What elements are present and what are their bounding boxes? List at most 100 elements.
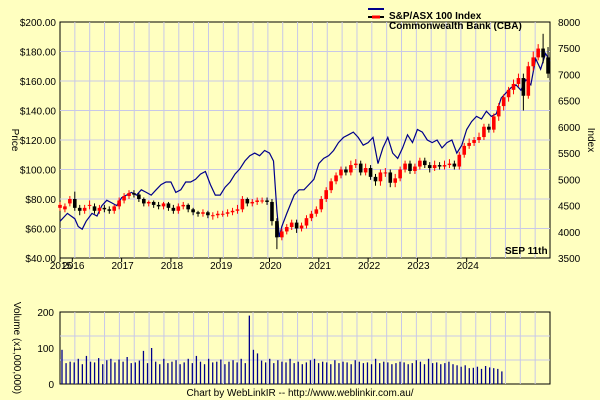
candle bbox=[383, 168, 388, 177]
candle bbox=[215, 210, 220, 219]
legend-cba-label: Commonwealth Bank (CBA) bbox=[389, 21, 522, 32]
candle bbox=[521, 73, 526, 111]
candle bbox=[265, 197, 269, 205]
candle bbox=[413, 163, 417, 174]
candle-body bbox=[339, 169, 343, 176]
candle bbox=[378, 169, 383, 186]
candle bbox=[171, 204, 176, 214]
candle bbox=[156, 201, 161, 210]
date-label: SEP 11th bbox=[505, 246, 548, 257]
candle bbox=[492, 113, 496, 133]
candle bbox=[437, 162, 442, 170]
candle bbox=[107, 206, 112, 214]
candle-body bbox=[467, 142, 471, 146]
candle bbox=[270, 199, 274, 226]
candle-body bbox=[280, 231, 284, 238]
price-tick-label: $60.00 bbox=[25, 225, 56, 236]
candle-body bbox=[156, 204, 161, 207]
candle-body bbox=[191, 209, 195, 213]
candle-body bbox=[97, 207, 102, 211]
candle-body bbox=[526, 66, 531, 96]
candle-body bbox=[235, 209, 240, 211]
candle bbox=[132, 190, 136, 198]
candle bbox=[358, 160, 363, 176]
candle-body bbox=[92, 206, 97, 211]
candle-body bbox=[201, 212, 205, 214]
candle bbox=[304, 215, 309, 229]
candle bbox=[353, 159, 358, 169]
candle-body bbox=[304, 218, 309, 226]
index-tick-label: 5000 bbox=[558, 175, 581, 186]
candle-body bbox=[403, 163, 407, 170]
price-tick-label: $140.00 bbox=[20, 107, 57, 118]
x-tick-label: 2019 bbox=[210, 261, 233, 272]
footer-credit[interactable]: Chart by WebLinkIR -- http://www.weblink… bbox=[186, 388, 413, 399]
index-tick-label: 6000 bbox=[558, 123, 581, 134]
candle-body bbox=[122, 196, 126, 201]
candle-body bbox=[72, 199, 77, 208]
candle-body bbox=[151, 201, 156, 205]
candle-body bbox=[240, 199, 245, 210]
candle bbox=[225, 209, 230, 217]
candle-body bbox=[472, 140, 476, 143]
candle-body bbox=[215, 213, 220, 216]
x-tick-label: 2018 bbox=[161, 261, 184, 272]
index-line bbox=[59, 52, 551, 238]
index-tick-label: 7500 bbox=[558, 44, 581, 55]
index-tick-label: 8000 bbox=[558, 18, 581, 29]
candle bbox=[482, 123, 486, 140]
candle bbox=[506, 86, 511, 102]
index-tick-label: 4500 bbox=[558, 202, 581, 213]
candle bbox=[72, 191, 77, 211]
candle-body bbox=[206, 212, 210, 216]
candle bbox=[363, 163, 368, 176]
candle bbox=[477, 132, 481, 143]
candle-body bbox=[112, 206, 117, 211]
volume-tick-label: 100 bbox=[37, 344, 54, 355]
legend-index-label: S&P/ASX 100 Index bbox=[389, 11, 482, 22]
candle bbox=[487, 123, 491, 133]
x-tick-label: 2021 bbox=[309, 261, 332, 272]
candle-body bbox=[309, 213, 314, 219]
candle bbox=[77, 204, 82, 216]
candle bbox=[541, 33, 545, 64]
candle-body bbox=[477, 137, 481, 140]
candle-body bbox=[58, 204, 62, 208]
candle-body bbox=[176, 206, 181, 211]
candle bbox=[245, 197, 250, 207]
candle bbox=[275, 218, 279, 250]
candle-body bbox=[63, 206, 67, 210]
candle bbox=[117, 197, 121, 210]
candle bbox=[161, 201, 166, 210]
candle bbox=[284, 224, 289, 235]
candle bbox=[181, 201, 186, 210]
candle-body bbox=[117, 200, 121, 207]
price-grid bbox=[60, 22, 550, 258]
candle bbox=[408, 160, 412, 174]
candle bbox=[462, 142, 467, 158]
x-tick-label: 2016 bbox=[62, 261, 85, 272]
x-tick-label: 2017 bbox=[111, 261, 134, 272]
x-tick-label: 2022 bbox=[358, 261, 381, 272]
candle-body bbox=[137, 194, 141, 199]
candle bbox=[250, 199, 255, 207]
price-tick-label: $160.00 bbox=[20, 77, 57, 88]
candle bbox=[186, 203, 190, 213]
candle bbox=[112, 204, 117, 214]
candle bbox=[122, 193, 126, 204]
candle-body bbox=[496, 106, 501, 117]
candle bbox=[235, 204, 240, 214]
candle bbox=[294, 219, 299, 233]
candle bbox=[368, 165, 373, 180]
index-polyline bbox=[59, 52, 551, 238]
index-axis-ticks: 3500 4000 4500 5000 5500 6000 6500 7000 7500 8000 bbox=[558, 18, 581, 265]
candle-body bbox=[299, 225, 304, 229]
candle-body bbox=[181, 204, 186, 207]
candle bbox=[349, 160, 353, 176]
index-axis-label: Index bbox=[585, 128, 596, 152]
candle bbox=[432, 160, 437, 171]
index-tick-label: 4000 bbox=[558, 228, 581, 239]
candle bbox=[496, 103, 501, 121]
candle bbox=[472, 137, 476, 146]
